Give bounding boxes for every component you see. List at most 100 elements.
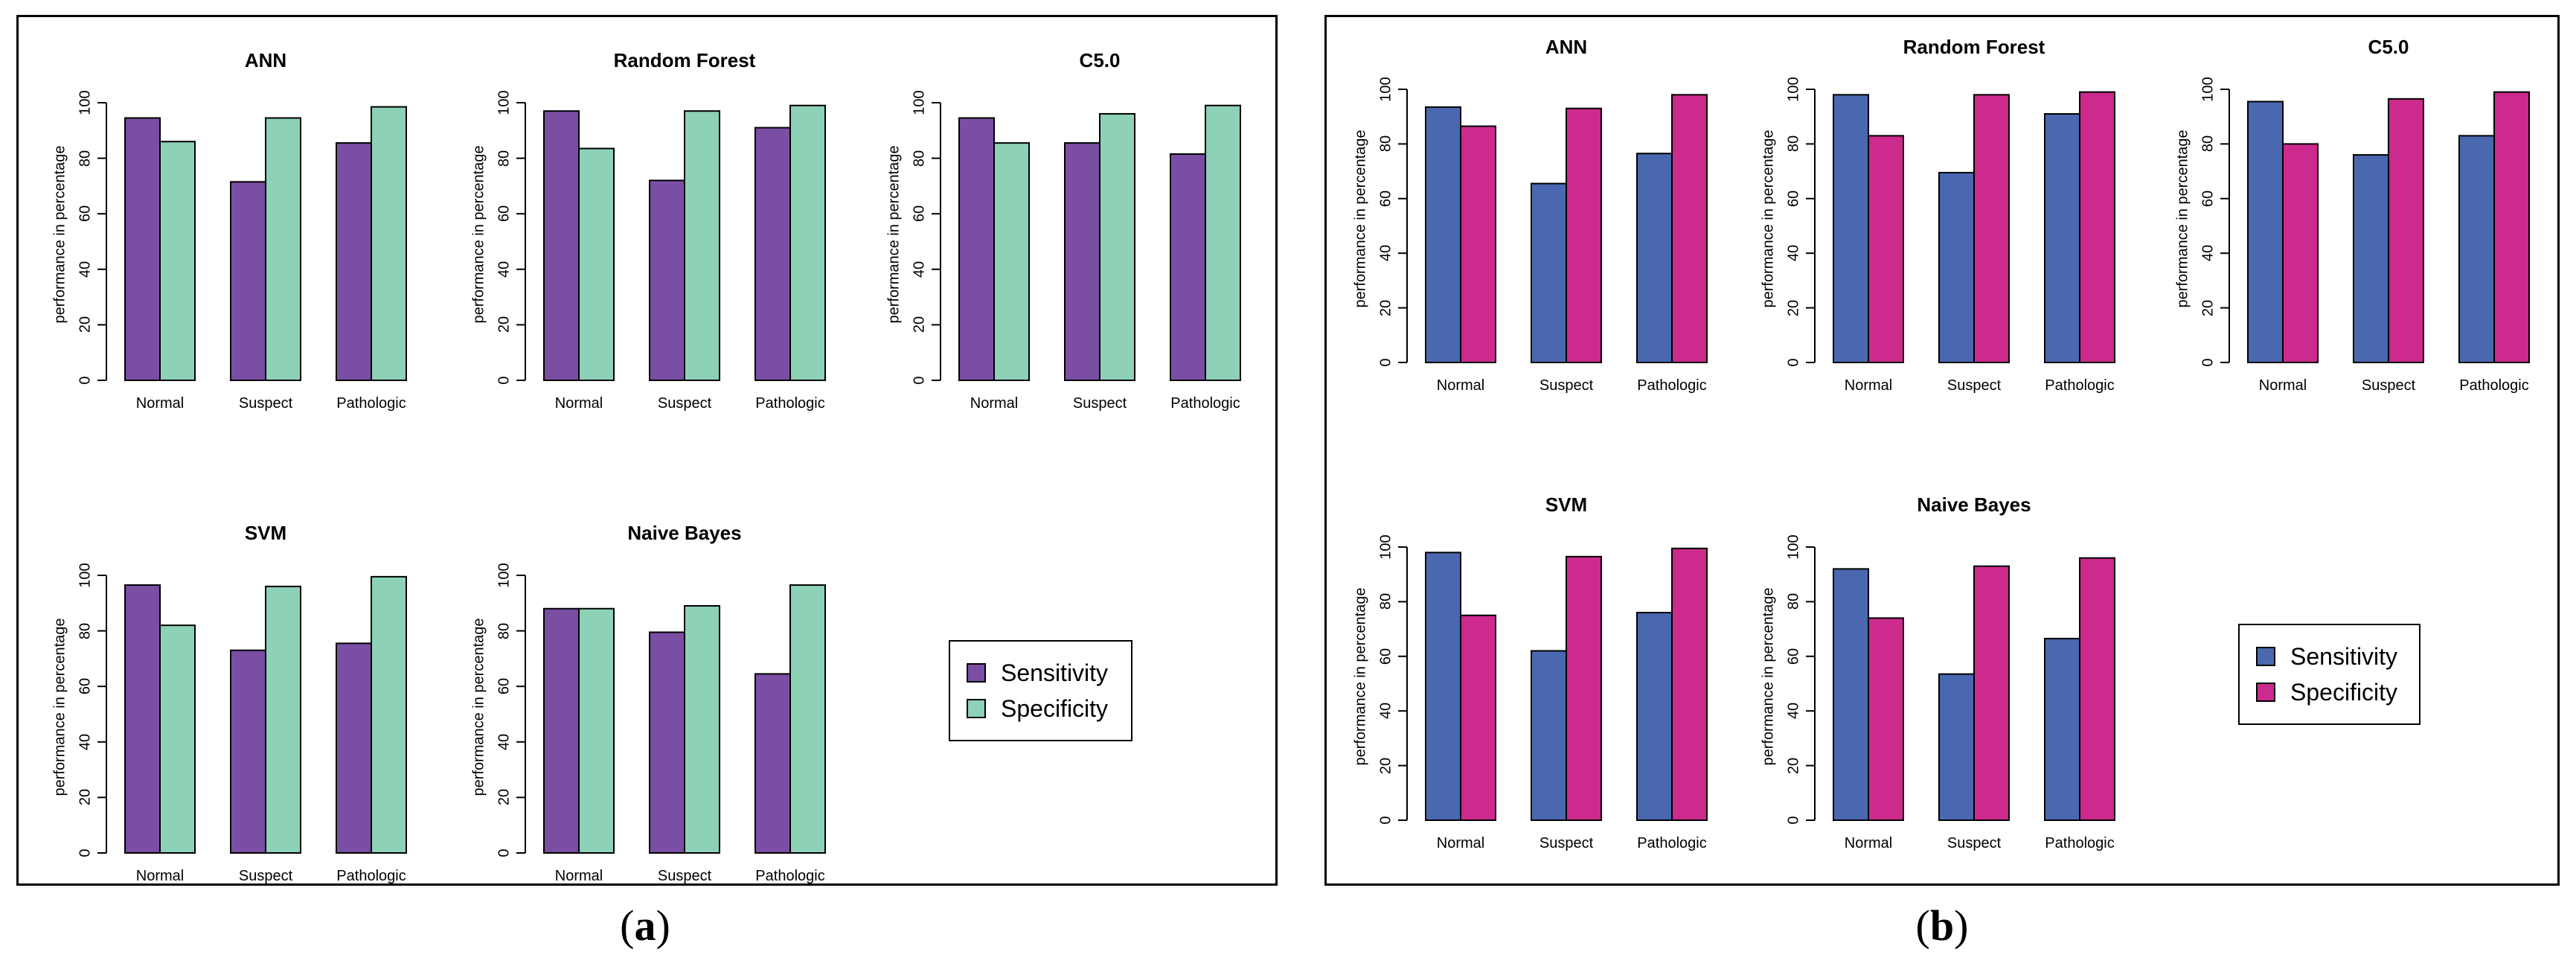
- y-tick-label: 20: [1377, 757, 1394, 774]
- y-tick-label: 20: [2199, 299, 2217, 316]
- bar-chart: [97, 102, 407, 382]
- bar-sensitivity-pathologic: [336, 642, 372, 854]
- bar-specificity-pathologic: [789, 104, 826, 381]
- y-axis-label: performance in percentage: [1760, 587, 1777, 766]
- y-tick-label: 0: [911, 376, 928, 385]
- chart-title: Naive Bayes: [1917, 493, 2031, 516]
- y-axis-label: performance in percentage: [1760, 129, 1777, 308]
- x-category-label: Suspect: [238, 868, 293, 884]
- y-tick-label: 0: [77, 376, 94, 385]
- y-tick-label: 100: [77, 563, 94, 588]
- bar-sensitivity-normal: [1425, 552, 1461, 822]
- bar-sensitivity-pathologic: [754, 127, 791, 381]
- legend-swatch-sensitivity: [967, 663, 986, 683]
- bar-specificity-normal: [993, 142, 1030, 382]
- chart-title: C5.0: [2368, 36, 2409, 58]
- bar-specificity-normal: [578, 147, 615, 381]
- x-category-label: Normal: [135, 868, 185, 884]
- bar-sensitivity-pathologic: [1636, 153, 1673, 363]
- legend: Sensitivity Specificity: [2238, 624, 2420, 725]
- legend-label-specificity: Specificity: [2290, 678, 2398, 706]
- y-tick-label: 80: [77, 622, 94, 639]
- y-tick-label: 40: [1785, 703, 1802, 720]
- bar-chart: [97, 575, 407, 854]
- bar-specificity-pathologic: [789, 584, 826, 854]
- y-axis-label: performance in percentage: [51, 617, 68, 796]
- bar-specificity-normal: [2282, 143, 2319, 363]
- x-category-label: Suspect: [657, 868, 712, 884]
- bar-specificity-normal: [578, 607, 615, 854]
- x-category-label: Pathologic: [755, 395, 825, 412]
- bar-chart: [516, 102, 826, 381]
- y-tick-label: 100: [496, 90, 513, 115]
- y-tick-label: 100: [1785, 534, 1802, 560]
- x-category-label: Suspect: [657, 395, 712, 412]
- y-tick-label: 0: [1785, 358, 1802, 367]
- y-tick-label: 60: [496, 205, 513, 223]
- bar-specificity-pathologic: [371, 106, 407, 381]
- bar-sensitivity-pathologic: [2458, 135, 2495, 363]
- bar-specificity-suspect: [684, 110, 720, 381]
- y-axis-label: performance in percentage: [470, 617, 487, 796]
- chart-title: Random Forest: [1903, 36, 2045, 58]
- bar-sensitivity-suspect: [230, 649, 266, 854]
- y-axis-label: performance in percentage: [885, 144, 903, 324]
- bar-sensitivity-normal: [2247, 100, 2284, 363]
- y-tick-label: 0: [1377, 358, 1394, 367]
- y-tick-label: 60: [1785, 190, 1802, 207]
- y-tick-label: 80: [1785, 593, 1802, 610]
- y-tick-label: 60: [77, 205, 94, 223]
- y-tick-label: 40: [496, 261, 513, 278]
- x-category-label: Suspect: [1072, 395, 1127, 412]
- bar-specificity-suspect: [1973, 565, 2010, 821]
- y-tick-label: 80: [496, 150, 513, 167]
- x-category-label: Suspect: [1947, 835, 2002, 851]
- bar-specificity-pathologic: [2493, 91, 2530, 363]
- bar-sensitivity-pathologic: [2044, 637, 2080, 821]
- bar-sensitivity-suspect: [1938, 673, 1975, 822]
- bar-specificity-pathologic: [2079, 91, 2115, 363]
- bar-chart: [516, 575, 826, 854]
- chart-title: Random Forest: [613, 49, 756, 71]
- bar-specificity-pathologic: [371, 575, 407, 854]
- y-tick-label: 40: [77, 733, 94, 750]
- panel-a: Sensitivity Specificity ANN 0 20 40 60 80 100 p…: [16, 15, 1278, 886]
- bar-sensitivity-suspect: [2353, 154, 2389, 364]
- chart-title: C5.0: [1079, 49, 1121, 71]
- y-tick-label: 0: [1377, 816, 1394, 825]
- bar-sensitivity-normal: [543, 607, 580, 854]
- y-axis-label: performance in percentage: [1352, 129, 1369, 308]
- x-category-label: Normal: [1844, 835, 1893, 851]
- legend-item-specificity: Specificity: [2256, 674, 2403, 710]
- legend-label-sensitivity: Sensitivity: [1001, 659, 1109, 686]
- legend-swatch-specificity: [2256, 683, 2275, 702]
- bar-sensitivity-pathologic: [2044, 113, 2080, 363]
- bar-specificity-normal: [1460, 125, 1496, 363]
- bar-chart: [932, 102, 1241, 382]
- legend-label-sensitivity: Sensitivity: [2290, 642, 2398, 670]
- y-tick-label: 40: [1377, 245, 1394, 262]
- x-category-label: Normal: [2258, 377, 2307, 394]
- y-tick-label: 40: [77, 261, 94, 278]
- bar-specificity-normal: [1868, 135, 1904, 363]
- y-tick-label: 40: [496, 733, 513, 750]
- x-category-label: Suspect: [1539, 377, 1594, 394]
- y-tick-label: 100: [1377, 534, 1394, 560]
- x-category-label: Pathologic: [1170, 395, 1240, 412]
- x-category-label: Normal: [970, 395, 1019, 412]
- bar-sensitivity-normal: [1833, 94, 1869, 363]
- y-tick-label: 20: [496, 316, 513, 333]
- x-category-label: Normal: [554, 868, 603, 884]
- x-category-label: Pathologic: [336, 868, 406, 884]
- chart-title: Naive Bayes: [627, 522, 742, 544]
- bar-specificity-pathologic: [1671, 547, 1708, 822]
- bar-charts-svg: [97, 102, 1241, 854]
- y-tick-label: 20: [911, 316, 928, 333]
- y-tick-label: 100: [1785, 77, 1802, 102]
- y-axis-label: performance in percentage: [1352, 587, 1369, 766]
- x-category-label: Normal: [1436, 835, 1485, 851]
- bar-sensitivity-suspect: [1531, 182, 1567, 363]
- bar-specificity-suspect: [2388, 98, 2424, 363]
- bar-specificity-suspect: [265, 117, 301, 381]
- x-category-label: Suspect: [2361, 377, 2416, 394]
